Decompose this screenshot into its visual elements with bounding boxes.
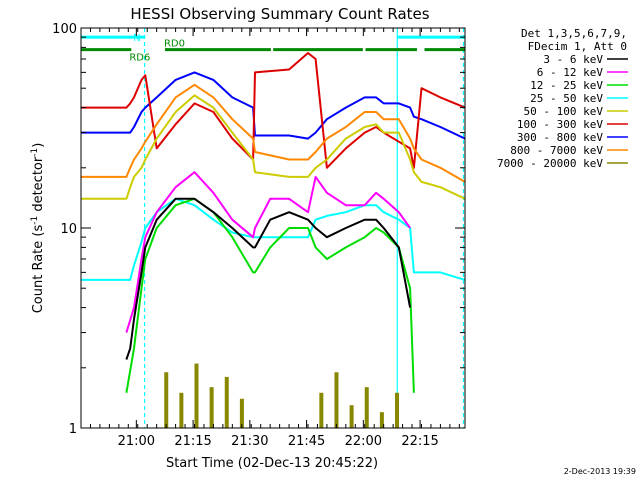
y-tick-label: 1 <box>69 422 77 437</box>
y-tick-label: 100 <box>52 22 77 37</box>
y-tick-label: 10 <box>60 222 77 237</box>
series-7000-20000-kev-bar <box>164 372 169 428</box>
series-6-12-kev-line <box>125 171 411 333</box>
legend-label-7000-20000-kev: 7000 - 20000 keV <box>497 157 603 170</box>
chart-title: HESSI Observing Summary Count Rates <box>130 5 429 23</box>
flag-night-label: N <box>133 33 140 44</box>
legend-label-12-25-kev: 12 - 25 keV <box>530 79 603 92</box>
series-7000-20000-kev-bar <box>379 412 384 428</box>
legend-header-fdecim: FDecim 1, Att 0 <box>528 40 627 53</box>
x-tick-label: 21:45 <box>288 434 325 449</box>
legend-label-100-300-kev: 100 - 300 keV <box>517 118 603 131</box>
x-axis-label: Start Time (02-Dec-13 20:45:22) <box>166 456 378 471</box>
series-12-25-kev-line <box>125 197 415 393</box>
x-tick-label: 22:15 <box>401 434 438 449</box>
x-tick-label: 21:30 <box>231 434 268 449</box>
x-tick-label: 21:00 <box>118 434 155 449</box>
series-7000-20000-kev-bars <box>164 363 400 428</box>
legend-label-25-50-kev: 25 - 50 keV <box>530 92 603 105</box>
series-7000-20000-kev-bar <box>209 387 214 428</box>
series-3-6-kev-line <box>125 197 412 360</box>
series-7000-20000-kev-bar <box>194 363 199 428</box>
series-7000-20000-kev-bar <box>239 398 244 428</box>
series-100-300-kev-line <box>81 52 466 169</box>
legend-label-50-100-kev: 50 - 100 keV <box>524 105 604 118</box>
series-7000-20000-kev-bar <box>319 392 324 428</box>
legend-label-6-12-kev: 6 - 12 keV <box>537 66 604 79</box>
x-tick-label: 22:00 <box>345 434 382 449</box>
series-7000-20000-kev-bar <box>364 387 369 428</box>
generation-timestamp: 2-Dec-2013 19:39 <box>564 467 636 476</box>
legend: Det 1,3,5,6,7,9, FDecim 1, Att 0 3 - 6 k… <box>497 27 628 170</box>
legend-label-800-7000-kev: 800 - 7000 keV <box>510 144 603 157</box>
series-7000-20000-kev-bar <box>395 392 400 428</box>
series-50-100-kev-line <box>81 94 466 200</box>
series-800-7000-kev-line <box>81 83 466 183</box>
series-300-800-kev-line <box>81 71 466 140</box>
axis-ticks: 21:00 21:15 21:30 21:45 22:00 22:15 1 10 100 <box>52 22 465 449</box>
legend-header-detectors: Det 1,3,5,6,7,9, <box>521 27 627 40</box>
series-7000-20000-kev-bar <box>349 405 354 428</box>
y-axis-label: Count Rate (s-1 detector-1) <box>30 143 46 314</box>
legend-label-300-800-kev: 300 - 800 keV <box>517 131 603 144</box>
flag-rd6-label: RD6 <box>129 53 150 64</box>
series-7000-20000-kev-bar <box>334 372 339 428</box>
series-7000-20000-kev-bar <box>179 392 184 428</box>
legend-label-3-6-kev: 3 - 6 keV <box>543 53 603 66</box>
x-tick-label: 21:15 <box>174 434 211 449</box>
flag-rd0-label: RD0 <box>164 39 185 50</box>
series-7000-20000-kev-bar <box>224 376 229 428</box>
